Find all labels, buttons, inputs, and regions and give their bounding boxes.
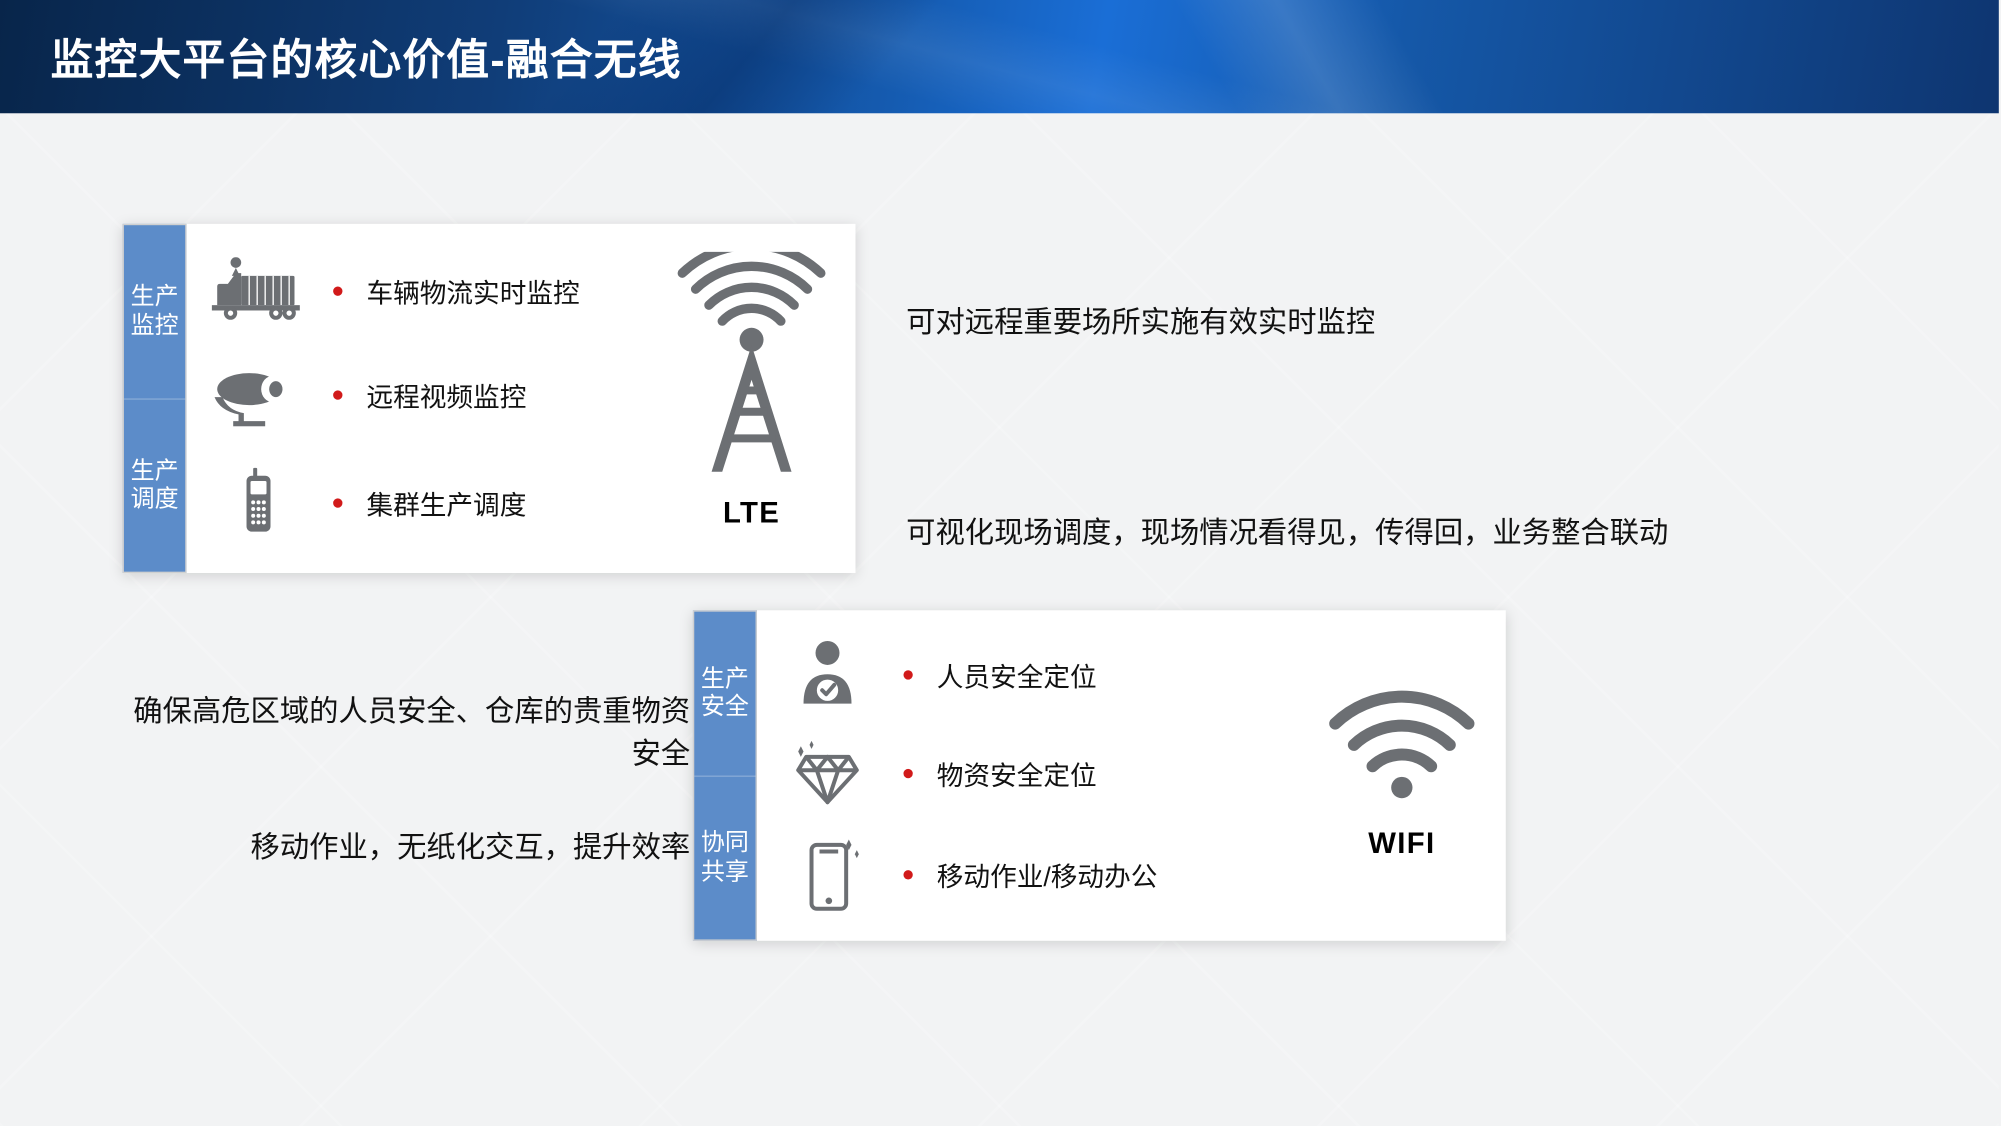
diamond-icon (776, 738, 880, 807)
desc-left-1: 确保高危区域的人员安全、仓库的贵重物资安全 (131, 688, 691, 773)
handset-icon (205, 467, 309, 539)
card-bottom-tech: WIFI (1314, 610, 1506, 940)
card-top-sidebar: 生产监控 生产调度 (123, 224, 187, 573)
item-cluster-dispatch: 集群生产调度 (205, 467, 663, 539)
item-label: 车辆物流实时监控 (366, 272, 579, 311)
card-bottom-items: 人员安全定位 物资安全定位 (757, 610, 1314, 940)
bullet-icon (333, 499, 342, 508)
item-label: 集群生产调度 (366, 484, 526, 523)
camera-icon (205, 365, 309, 426)
desc-left-2: 移动作业，无纸化交互，提升效率 (131, 824, 691, 867)
item-label: 远程视频监控 (366, 376, 526, 415)
card-bottom-sidebar: 生产安全 协同共享 (693, 610, 757, 940)
bullet-icon (903, 869, 912, 878)
card-top: 生产监控 生产调度 (123, 224, 856, 573)
item-label: 移动作业/移动办公 (937, 855, 1158, 894)
card-top-body: 车辆物流实时监控 远程视频监控 (187, 224, 856, 573)
sidebar-cell-production-dispatch: 生产调度 (124, 398, 185, 572)
slide-title: 监控大平台的核心价值-融合无线 (51, 26, 682, 87)
bullet-icon (333, 391, 342, 400)
sidebar-cell-production-safety: 生产安全 (694, 612, 755, 775)
item-vehicle-logistics: 车辆物流实时监控 (205, 258, 663, 325)
desc-right-2: 可视化现场调度，现场情况看得见，传得回，业务整合联动 (906, 509, 1668, 552)
item-mobile-work: 移动作业/移动办公 (776, 834, 1314, 914)
person-check-icon (776, 637, 880, 712)
bullet-icon (903, 670, 912, 679)
item-person-safety: 人员安全定位 (776, 637, 1314, 712)
truck-icon (205, 258, 309, 325)
sidebar-cell-production-monitor: 生产监控 (124, 225, 185, 398)
sidebar-cell-collab-share: 协同共享 (694, 775, 755, 940)
tower-icon (672, 251, 832, 484)
card-bottom: 生产安全 协同共享 人员安全定位 (693, 610, 1506, 940)
smartphone-icon (776, 834, 880, 914)
card-bottom-body: 人员安全定位 物资安全定位 (757, 610, 1506, 940)
item-asset-safety: 物资安全定位 (776, 738, 1314, 807)
item-label: 物资安全定位 (937, 754, 1097, 793)
desc-right-1: 可对远程重要场所实施有效实时监控 (906, 298, 1375, 341)
tech-label-lte: LTE (723, 495, 780, 530)
item-remote-video: 远程视频监控 (205, 365, 663, 426)
bullet-icon (333, 286, 342, 295)
slide-header: 监控大平台的核心价值-融合无线 (0, 0, 1999, 113)
tech-label-wifi: WIFI (1368, 826, 1435, 861)
card-top-items: 车辆物流实时监控 远程视频监控 (187, 224, 664, 573)
wifi-icon (1322, 675, 1482, 815)
item-label: 人员安全定位 (937, 655, 1097, 694)
bullet-icon (903, 768, 912, 777)
card-top-tech: LTE (664, 224, 856, 573)
